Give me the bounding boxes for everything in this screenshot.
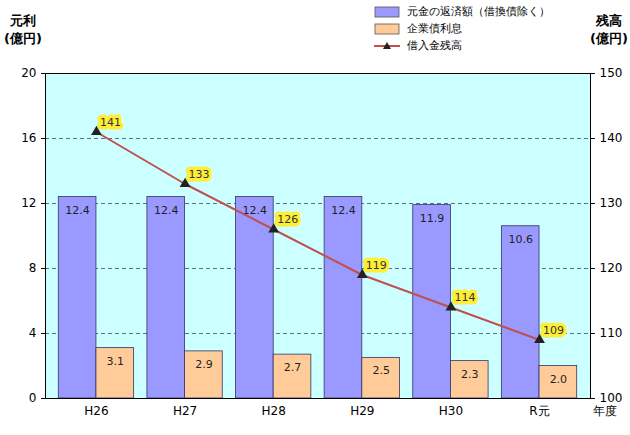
svg-text:20: 20: [21, 66, 36, 80]
svg-text:H30: H30: [439, 404, 463, 418]
svg-text:2.0: 2.0: [550, 373, 568, 386]
svg-text:133: 133: [189, 168, 210, 181]
svg-text:2.5: 2.5: [372, 364, 390, 377]
svg-text:H27: H27: [173, 404, 197, 418]
html-text:企業債利息: 企業債利息: [407, 22, 462, 35]
svg-text:2.7: 2.7: [284, 361, 302, 374]
svg-text:年度: 年度: [593, 404, 617, 418]
svg-text:114: 114: [454, 291, 475, 304]
svg-text:H28: H28: [262, 404, 286, 418]
svg-text:3.1: 3.1: [107, 355, 124, 368]
svg-text:141: 141: [100, 116, 121, 129]
svg-text:11.9: 11.9: [420, 212, 445, 225]
svg-text:0: 0: [29, 391, 37, 405]
svg-text:2.3: 2.3: [461, 368, 479, 381]
svg-text:8: 8: [29, 261, 37, 275]
svg-text:12.4: 12.4: [65, 204, 89, 217]
svg-text:119: 119: [366, 259, 387, 272]
svg-text:16: 16: [21, 131, 36, 145]
svg-text:109: 109: [543, 324, 564, 337]
svg-text:4: 4: [29, 326, 37, 340]
svg-text:110: 110: [600, 326, 623, 340]
svg-text:12.4: 12.4: [242, 203, 268, 217]
svg-text:130: 130: [600, 196, 623, 210]
html-text:残高 (億円): 残高 (億円): [590, 13, 628, 46]
html-text:借入金残高: 借入金残高: [407, 39, 462, 52]
svg-text:100: 100: [600, 391, 623, 405]
html-text:元金の返済額（借換債除く）: 元金の返済額（借換債除く）: [407, 5, 550, 18]
svg-text:12: 12: [21, 196, 36, 210]
svg-text:140: 140: [600, 131, 623, 145]
svg-text:126: 126: [277, 213, 298, 226]
svg-text:2.9: 2.9: [195, 358, 213, 371]
svg-text:H26: H26: [84, 404, 108, 418]
html-text:元利 (億円): 元利 (億円): [4, 13, 42, 46]
svg-text:150: 150: [600, 66, 623, 80]
svg-text:12.4: 12.4: [154, 204, 179, 217]
svg-text:H29: H29: [350, 404, 374, 418]
svg-text:R元: R元: [529, 404, 549, 418]
svg-text:12.4: 12.4: [331, 204, 356, 217]
svg-text:120: 120: [600, 261, 623, 275]
svg-text:10.6: 10.6: [508, 233, 532, 246]
